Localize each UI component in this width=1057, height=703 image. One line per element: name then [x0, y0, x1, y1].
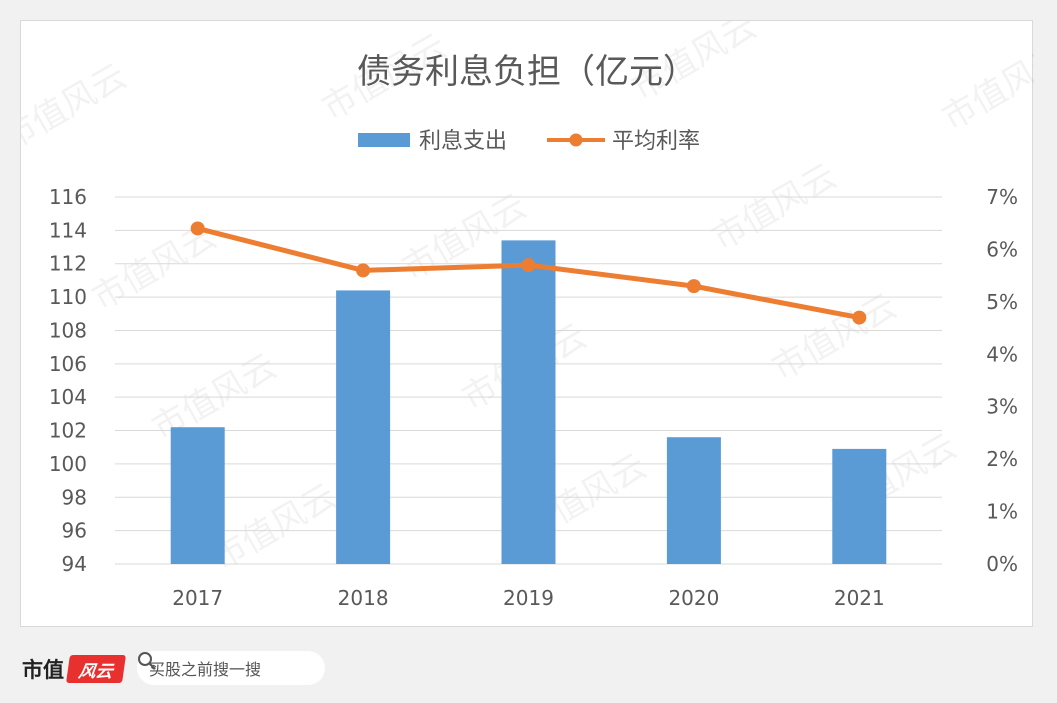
y-left-tick-label: 106 [49, 352, 87, 376]
footer-bar: 市值 风云 买股之前搜一搜 [0, 638, 1057, 703]
y-right-tick-label: 3% [986, 395, 1018, 419]
brand[interactable]: 市值 风云 [22, 654, 126, 684]
brand-text: 市值 [22, 657, 64, 682]
watermark: 市值风云 [706, 156, 844, 259]
search-box[interactable]: 买股之前搜一搜 [137, 651, 325, 685]
line-point [521, 258, 536, 273]
line-point [852, 310, 867, 325]
y-left-tick-label: 102 [49, 419, 87, 443]
y-right-tick-label: 1% [986, 500, 1018, 524]
y-left-tick-label: 96 [62, 519, 87, 543]
y-left-tick-label: 114 [49, 218, 87, 242]
x-tick-label: 2021 [834, 586, 885, 610]
bar [666, 437, 721, 564]
x-tick-label: 2017 [172, 586, 223, 610]
x-tick-label: 2018 [338, 586, 389, 610]
x-tick-label: 2019 [503, 586, 554, 610]
y-left-tick-label: 116 [49, 185, 87, 209]
y-left-tick-label: 94 [62, 552, 87, 576]
search-text: 买股之前搜一搜 [149, 660, 262, 679]
watermark: 市值风云 [936, 36, 1035, 139]
legend-swatch-marker [569, 133, 583, 147]
legend-swatch-bar [358, 133, 410, 147]
chart-title: 债务利息负担（亿元） [357, 52, 697, 92]
watermark: 市值风云 [206, 476, 344, 579]
y-right-tick-label: 6% [986, 237, 1018, 261]
y-right-tick-label: 2% [986, 447, 1018, 471]
y-left-tick-label: 104 [49, 385, 87, 409]
bar [336, 290, 391, 564]
y-left-tick-label: 100 [49, 452, 87, 476]
x-tick-label: 2020 [668, 586, 719, 610]
watermark: 市值风云 [21, 56, 133, 159]
line-point [356, 263, 371, 278]
bar [501, 240, 556, 564]
y-right-tick-label: 5% [986, 290, 1018, 314]
line-point [686, 279, 701, 294]
bar [170, 427, 225, 564]
y-right-tick-label: 4% [986, 342, 1018, 366]
legend-label-bar: 利息支出 [419, 129, 507, 154]
y-right-tick-label: 7% [986, 185, 1018, 209]
search-icon [138, 652, 156, 670]
line-point [190, 221, 205, 236]
legend-label-line: 平均利率 [612, 129, 700, 154]
chart-frame: 市值风云 市值风云 市值风云 市值风云 市值风云 市值风云 市值风云 市值风云 市值风云 市值风云… [20, 20, 1035, 627]
y-left-tick-label: 98 [62, 485, 87, 509]
y-right-tick-label: 0% [986, 552, 1018, 576]
bar [832, 448, 887, 564]
brand-logo: 风云 [66, 655, 126, 683]
y-left-tick-label: 112 [49, 252, 87, 276]
y-left-tick-label: 108 [49, 318, 87, 342]
y-left-tick-label: 110 [49, 285, 87, 309]
